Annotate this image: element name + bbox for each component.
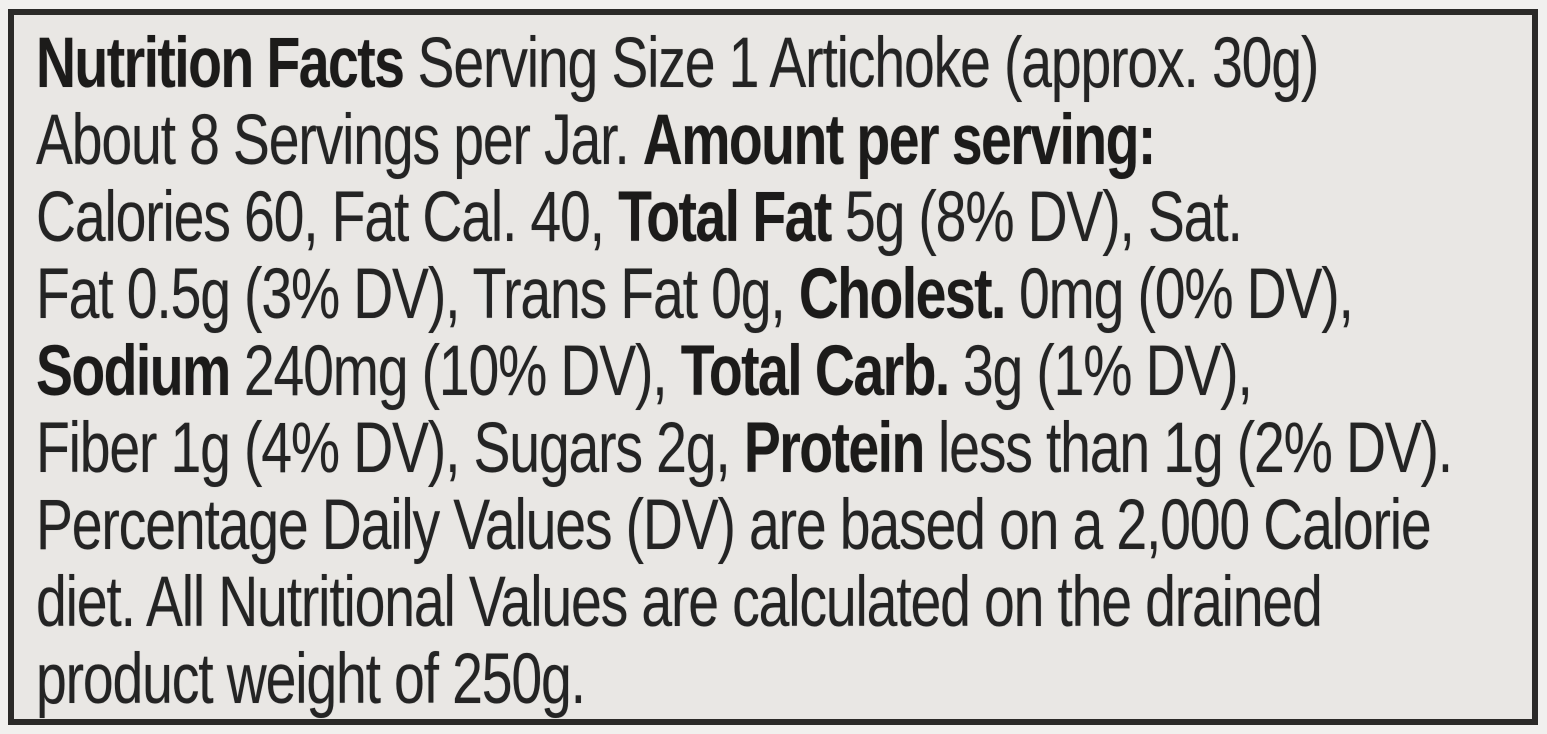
text-segment: About 8 Servings per Jar. (36, 101, 643, 180)
text-segment: 0mg (0% DV), (1004, 255, 1354, 334)
label-line: About 8 Servings per Jar. Amount per ser… (36, 102, 1518, 179)
text-segment: Fat 0.5g (3% DV), Trans Fat 0g, (36, 255, 799, 334)
bold-text-segment: Protein (743, 409, 925, 488)
nutrition-label-text: Nutrition Facts Serving Size 1 Artichoke… (36, 25, 1518, 718)
text-segment: Percentage Daily Values (DV) are based o… (36, 486, 1432, 565)
label-line: Sodium 240mg (10% DV), Total Carb. 3g (1… (36, 333, 1518, 410)
label-line: product weight of 250g. (36, 641, 1518, 718)
label-line: diet. All Nutritional Values are calcula… (36, 564, 1518, 641)
text-segment: 5g (8% DV), Sat. (830, 178, 1243, 257)
text-segment: diet. All Nutritional Values are calcula… (36, 563, 1323, 642)
bold-text-segment: Amount per serving: (642, 101, 1156, 180)
text-segment: Calories 60, Fat Cal. 40, (36, 178, 619, 257)
bold-text-segment: Cholest. (798, 255, 1007, 334)
label-line: Fiber 1g (4% DV), Sugars 2g, Protein les… (36, 410, 1518, 487)
text-segment: product weight of 250g. (36, 640, 586, 719)
bold-text-segment: Total Carb. (680, 332, 951, 411)
bold-text-segment: Total Fat (618, 178, 832, 257)
label-line: Calories 60, Fat Cal. 40, Total Fat 5g (… (36, 179, 1518, 256)
bold-text-segment: Sodium (36, 332, 231, 411)
text-segment: Serving Size 1 Artichoke (approx. 30g) (403, 24, 1320, 103)
label-line: Fat 0.5g (3% DV), Trans Fat 0g, Cholest.… (36, 256, 1518, 333)
text-segment: Fiber 1g (4% DV), Sugars 2g, (36, 409, 744, 488)
label-line: Percentage Daily Values (DV) are based o… (36, 487, 1518, 564)
label-line: Nutrition Facts Serving Size 1 Artichoke… (36, 25, 1518, 102)
text-segment: less than 1g (2% DV). (923, 409, 1453, 488)
text-segment: 240mg (10% DV), (229, 332, 681, 411)
nutrition-facts-label: Nutrition Facts Serving Size 1 Artichoke… (8, 9, 1538, 725)
bold-text-segment: Nutrition Facts (36, 24, 405, 103)
text-segment: 3g (1% DV), (948, 332, 1253, 411)
